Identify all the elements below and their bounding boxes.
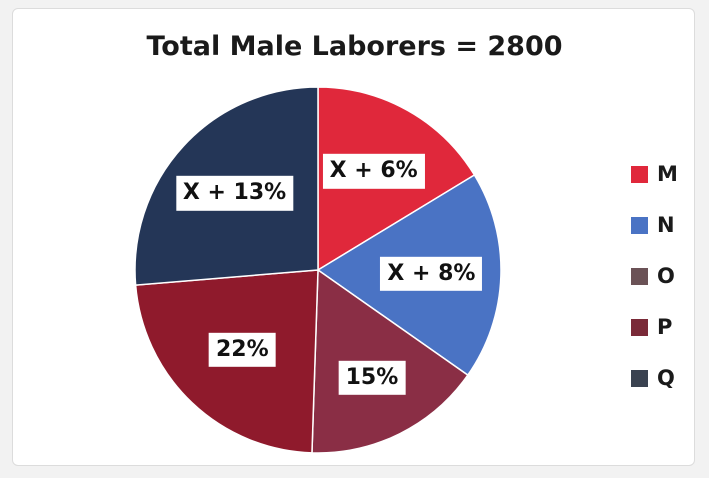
slice-label-p: 22% (208, 332, 276, 367)
legend-label: N (657, 213, 675, 237)
legend-item-m: M (631, 159, 678, 189)
legend-label: O (657, 264, 675, 288)
legend-label: Q (657, 366, 675, 390)
chart-frame: Total Male Laborers = 2800 X + 6% X + 8% 1… (12, 8, 695, 466)
legend-swatch (631, 216, 648, 234)
legend-item-p: P (631, 312, 678, 342)
slice-label-n: X + 8% (380, 256, 483, 291)
legend: M N O P Q (631, 159, 678, 414)
slice-label-m: X + 6% (322, 153, 425, 189)
legend-swatch (631, 369, 648, 387)
pie-chart (134, 86, 502, 454)
chart-title: Total Male Laborers = 2800 (146, 31, 563, 62)
slice-label-q: X + 13% (175, 175, 294, 211)
legend-swatch (631, 165, 648, 183)
legend-item-n: N (631, 210, 678, 240)
legend-label: P (657, 315, 673, 339)
legend-label: M (657, 162, 678, 186)
legend-swatch (631, 267, 648, 285)
slice-label-o: 15% (338, 360, 406, 396)
legend-item-o: O (631, 261, 678, 291)
legend-swatch (631, 318, 648, 336)
legend-item-q: Q (631, 363, 678, 393)
